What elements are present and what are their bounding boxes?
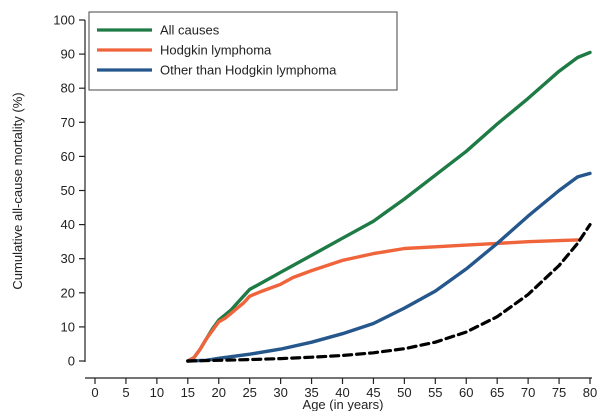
series-line-3 bbox=[186, 223, 592, 363]
x-tick-label: 70 bbox=[521, 385, 535, 400]
x-tick-label: 45 bbox=[366, 385, 380, 400]
y-tick-label: 0 bbox=[68, 354, 75, 369]
y-tick-label: 20 bbox=[61, 285, 75, 300]
legend-label-2: Other than Hodgkin lymphoma bbox=[160, 63, 337, 78]
y-tick-label: 100 bbox=[53, 13, 75, 28]
x-tick-label: 55 bbox=[428, 385, 442, 400]
plot-lines bbox=[186, 50, 592, 363]
x-tick-label: 30 bbox=[273, 385, 287, 400]
legend: All causes Hodgkin lymphoma Other than Hod… bbox=[88, 11, 398, 91]
y-tick-label: 40 bbox=[61, 217, 75, 232]
x-tick-label: 15 bbox=[181, 385, 195, 400]
legend-label-0: All causes bbox=[160, 23, 220, 38]
x-axis-label: Age (in years) bbox=[303, 397, 384, 411]
y-tick-label: 60 bbox=[61, 149, 75, 164]
x-tick-label: 60 bbox=[459, 385, 473, 400]
x-tick-label: 65 bbox=[490, 385, 504, 400]
series-line-1 bbox=[186, 238, 580, 363]
x-tick-label: 20 bbox=[212, 385, 226, 400]
x-tick-label: 5 bbox=[122, 385, 129, 400]
y-axis-ticks: 0 10 20 30 40 50 60 70 80 90 100 bbox=[53, 13, 85, 369]
x-tick-label: 0 bbox=[91, 385, 98, 400]
y-tick-label: 80 bbox=[61, 81, 75, 96]
y-tick-label: 70 bbox=[61, 115, 75, 130]
x-tick-label: 35 bbox=[304, 385, 318, 400]
x-tick-label: 75 bbox=[552, 385, 566, 400]
legend-label-1: Hodgkin lymphoma bbox=[160, 43, 272, 58]
y-axis-label: Cumulative all-cause mortality (%) bbox=[10, 92, 25, 289]
y-tick-label: 10 bbox=[61, 319, 75, 334]
x-tick-label: 10 bbox=[150, 385, 164, 400]
x-tick-label: 40 bbox=[335, 385, 349, 400]
series-line-2 bbox=[186, 171, 592, 363]
y-tick-label: 50 bbox=[61, 183, 75, 198]
x-axis-ticks: 0 5 10 15 20 25 30 35 40 45 50 55 60 65 70 75 80 bbox=[91, 378, 597, 400]
x-tick-label: 80 bbox=[583, 385, 597, 400]
y-tick-label: 90 bbox=[61, 47, 75, 62]
y-tick-label: 30 bbox=[61, 251, 75, 266]
x-tick-label: 50 bbox=[397, 385, 411, 400]
x-tick-label: 25 bbox=[242, 385, 256, 400]
